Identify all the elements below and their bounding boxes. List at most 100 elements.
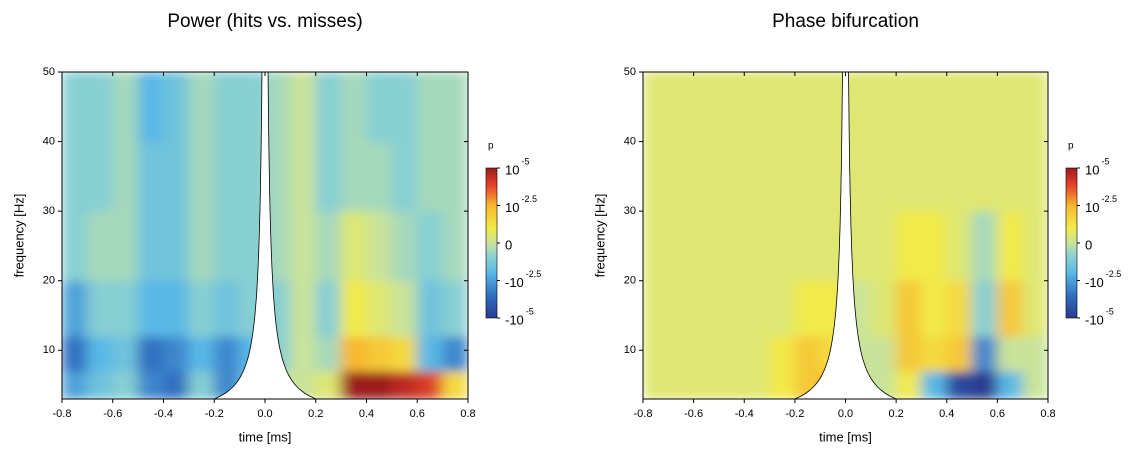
heatmap-cell xyxy=(794,335,821,372)
heatmap-cell xyxy=(62,72,88,143)
heatmap-cell xyxy=(743,335,771,372)
y-tick-label: 40 xyxy=(43,135,55,147)
heatmap-cell xyxy=(895,370,922,399)
heatmap-cell xyxy=(315,72,342,143)
chart-title: Power (hits vs. misses) xyxy=(167,11,362,32)
heatmap-cell xyxy=(137,335,164,372)
heatmap-cell xyxy=(213,141,241,212)
heatmap-cell xyxy=(137,280,164,337)
heatmap-cell xyxy=(946,72,973,143)
heatmap-cell xyxy=(895,141,922,212)
heatmap-cell xyxy=(1022,280,1048,337)
heatmap-cell xyxy=(794,280,821,337)
heatmap-cell xyxy=(213,335,241,372)
heatmap-cell xyxy=(769,370,796,399)
heatmap-cell xyxy=(895,210,922,282)
heatmap-cell xyxy=(112,141,139,212)
y-tick-label: 30 xyxy=(624,205,636,217)
x-tick-label: 0.6 xyxy=(410,408,425,420)
heatmap-cell xyxy=(442,335,468,372)
colorbar-tick-exponent: -2.5 xyxy=(1101,194,1117,204)
heatmap-cell xyxy=(643,210,669,282)
heatmap-cell xyxy=(946,141,973,212)
heatmap-cell xyxy=(163,280,190,337)
heatmap-cell xyxy=(62,280,88,337)
colorbar-tick-exponent: -2.5 xyxy=(521,194,537,204)
heatmap-cell xyxy=(163,335,190,372)
heatmap-cell xyxy=(391,280,418,337)
heatmap-cell xyxy=(86,210,114,282)
heatmap-cell xyxy=(366,210,393,282)
x-tick-label: 0.2 xyxy=(308,408,323,420)
heatmap-cell xyxy=(996,335,1024,372)
x-tick-label: 0.4 xyxy=(939,408,954,420)
colorbar-tick-label: 10 xyxy=(505,162,519,177)
heatmap-cell xyxy=(643,141,669,212)
colorbar-title: p xyxy=(1068,141,1074,152)
heatmap-cell xyxy=(112,280,139,337)
heatmap-cell xyxy=(718,210,745,282)
heatmap-cell xyxy=(718,370,745,399)
heatmap-cell xyxy=(188,335,215,372)
heatmap-cell xyxy=(391,141,418,212)
colorbar-tick-label: 0 xyxy=(1085,237,1092,252)
heatmap-cell xyxy=(62,370,88,399)
x-tick-label: -0.6 xyxy=(684,408,703,420)
heatmap-cell xyxy=(391,210,418,282)
heatmap-cell xyxy=(1022,210,1048,282)
cone-of-influence xyxy=(214,72,316,399)
heatmap-cell xyxy=(920,210,948,282)
y-axis-label: frequency [Hz] xyxy=(592,194,607,278)
x-tick-label: -0.2 xyxy=(785,408,804,420)
heatmap-cell xyxy=(315,370,342,399)
heatmap-cell xyxy=(693,370,720,399)
x-tick-label: -0.4 xyxy=(154,408,173,420)
heatmap-cell xyxy=(895,335,922,372)
heatmap-cell xyxy=(996,141,1024,212)
heatmap-cell xyxy=(643,370,669,399)
heatmap-cell xyxy=(86,335,114,372)
colorbar-tick-exponent: -5 xyxy=(1106,306,1114,316)
heatmap-cell xyxy=(213,72,241,143)
y-tick-label: 30 xyxy=(43,205,55,217)
heatmap-cell xyxy=(920,141,948,212)
heatmap-cell xyxy=(112,210,139,282)
heatmap-cell xyxy=(718,280,745,337)
heatmap-cell xyxy=(391,72,418,143)
heatmap-cell xyxy=(163,210,190,282)
heatmap-cell xyxy=(62,141,88,212)
heatmap-cell xyxy=(971,141,998,212)
colorbar-tick-label: 10 xyxy=(505,200,519,215)
x-tick-label: -0.8 xyxy=(53,408,72,420)
heatmap-cell xyxy=(289,335,317,372)
heatmap-cell xyxy=(794,72,821,143)
heatmap-cell xyxy=(137,141,164,212)
heatmap-cell xyxy=(693,141,720,212)
colorbar-tick-exponent: -5 xyxy=(526,306,534,316)
x-tick-label: -0.2 xyxy=(205,408,224,420)
heatmap-cell xyxy=(895,280,922,337)
heatmap-cell xyxy=(971,370,998,399)
heatmap-cell xyxy=(718,72,745,143)
heatmap-cell xyxy=(315,141,342,212)
x-tick-label: 0.8 xyxy=(460,408,475,420)
heatmap-cell xyxy=(971,280,998,337)
x-axis-label: time [ms] xyxy=(819,429,872,444)
heatmap-cell xyxy=(946,335,973,372)
heatmap-cell xyxy=(188,210,215,282)
heatmap-cell xyxy=(163,72,190,143)
heatmap-cell xyxy=(188,141,215,212)
heatmap-cell xyxy=(315,280,342,337)
x-tick-label: 0.4 xyxy=(359,408,374,420)
colorbar-tick-label: 0 xyxy=(505,237,512,252)
heatmap-cell xyxy=(718,141,745,212)
heatmap-cell xyxy=(416,141,444,212)
heatmap-cell xyxy=(743,141,771,212)
x-tick-label: 0.0 xyxy=(838,408,853,420)
heatmap-cell xyxy=(693,210,720,282)
heatmap-cell xyxy=(366,72,393,143)
heatmap-cell xyxy=(870,210,897,282)
y-tick-label: 50 xyxy=(43,66,55,78)
heatmap-cell xyxy=(188,280,215,337)
